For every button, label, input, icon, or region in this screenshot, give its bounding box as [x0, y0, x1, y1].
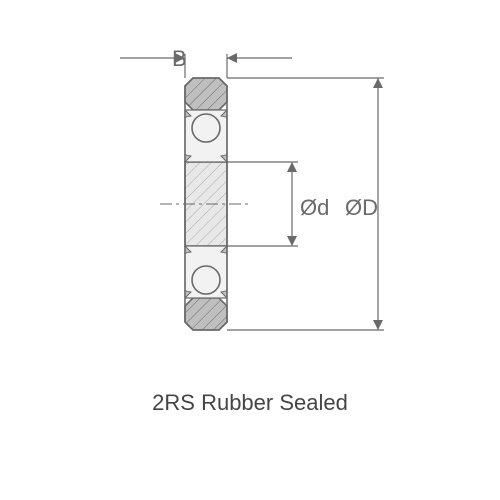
- bearing-diagram: B Ød ØD 2RS Rubber Sealed: [0, 0, 500, 500]
- caption: 2RS Rubber Sealed: [0, 390, 500, 416]
- drawing-svg: [0, 0, 500, 500]
- dim-label-d: Ød: [300, 195, 329, 221]
- dim-label-B: B: [172, 46, 187, 72]
- dim-label-D: ØD: [345, 195, 378, 221]
